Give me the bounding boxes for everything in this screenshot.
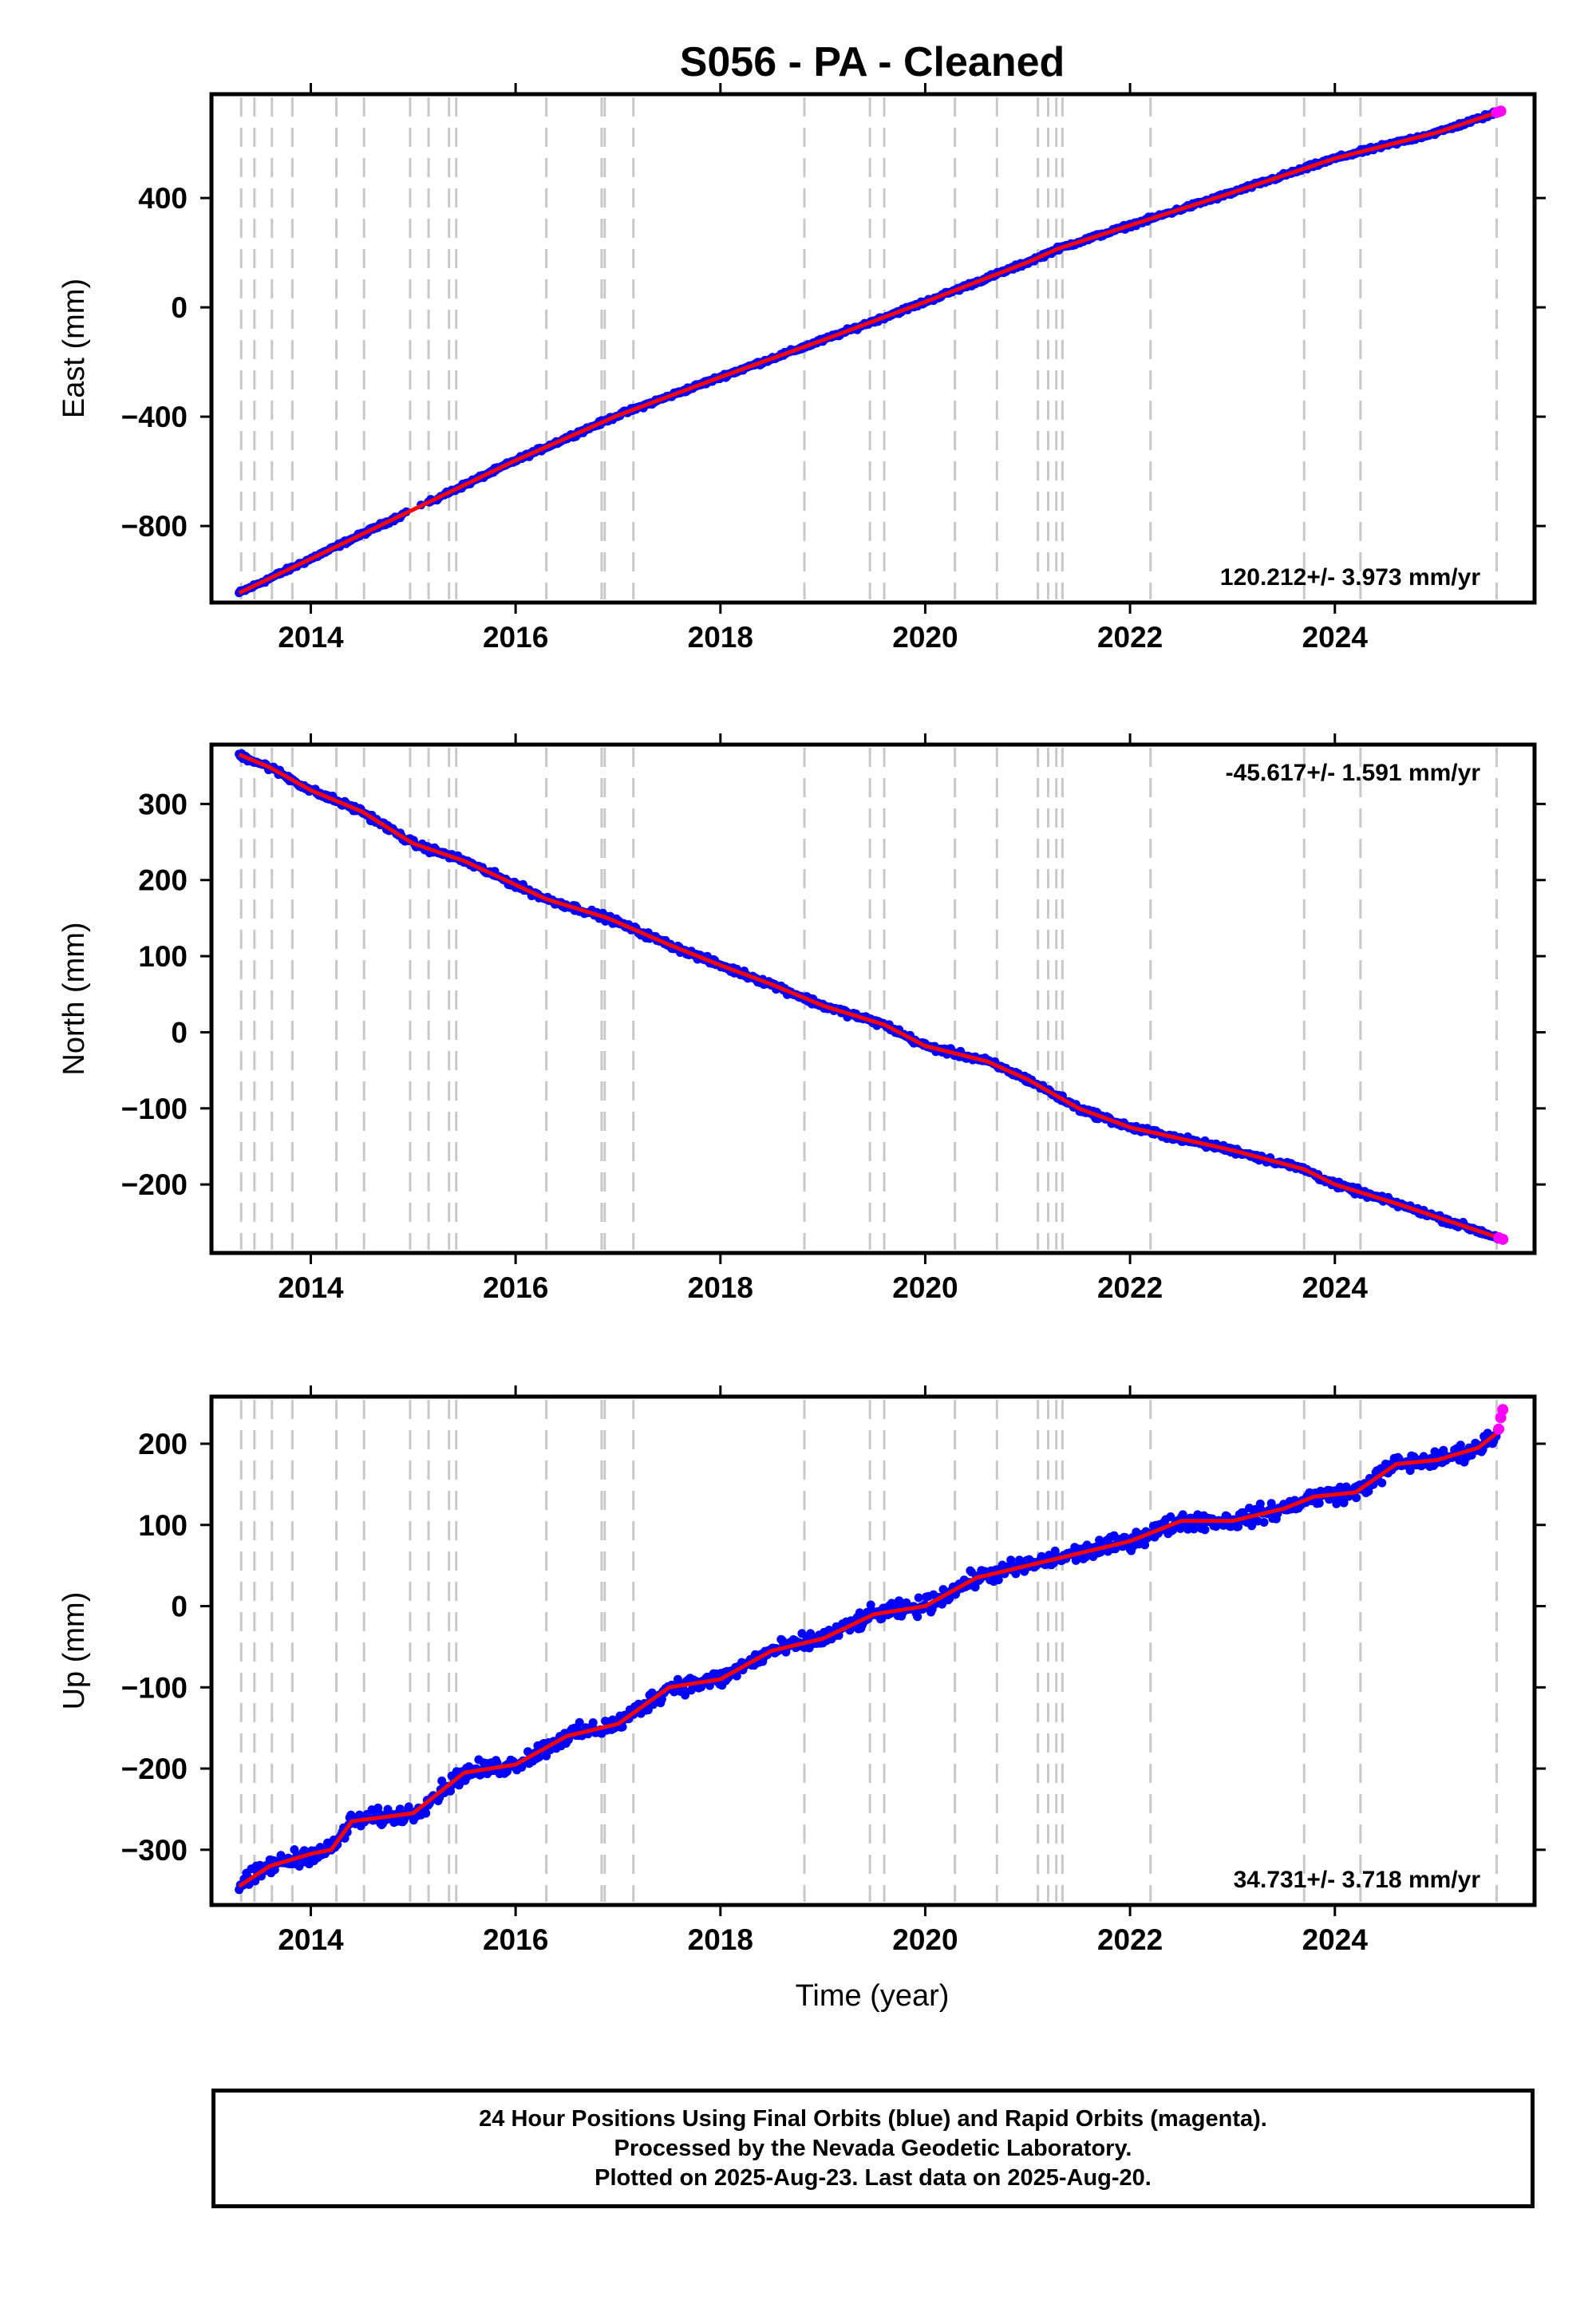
x-tick-label: 2022 <box>1097 621 1163 654</box>
y-tick-label: 100 <box>138 940 188 973</box>
rapid-orbit-point <box>1493 1423 1505 1435</box>
x-tick-label: 2016 <box>483 1271 548 1304</box>
plot-frame <box>209 1394 1537 1907</box>
y-tick-label: 200 <box>138 1428 188 1460</box>
x-tick-label: 2020 <box>892 1271 958 1304</box>
x-tick-label: 2016 <box>483 621 548 654</box>
x-tick-label: 2022 <box>1097 1271 1163 1304</box>
rate-label: 34.731+/- 3.718 mm/yr <box>1234 1867 1481 1893</box>
plot-frame <box>209 92 1537 605</box>
data-point <box>945 1594 954 1603</box>
data-point <box>994 1575 1003 1585</box>
data-point <box>1140 1540 1150 1550</box>
x-tick-label: 2020 <box>892 1923 958 1956</box>
y-tick-label: −200 <box>121 1753 188 1785</box>
y-tick-label: 300 <box>138 788 188 820</box>
footer-line-1: 24 Hour Positions Using Final Orbits (bl… <box>479 2105 1267 2132</box>
data-point <box>270 1865 279 1875</box>
x-tick-label: 2014 <box>278 1271 344 1304</box>
y-tick-label: 400 <box>138 182 188 215</box>
chart-title: S056 - PA - Cleaned <box>680 39 1065 85</box>
north-panel: 2014 2016 2018 2020 2022 2024 −200 −100 0 100 200 3… <box>57 733 1546 1304</box>
rate-label: -45.617+/- 1.591 mm/yr <box>1226 760 1481 786</box>
footer-line-2: Processed by the Nevada Geodetic Laborat… <box>614 2135 1132 2161</box>
y-tick-label: 200 <box>138 864 188 897</box>
y-axis-label: Up (mm) <box>57 1592 91 1710</box>
data-point <box>294 1862 304 1871</box>
data-point <box>1234 1522 1243 1531</box>
y-tick-label: 100 <box>138 1509 188 1542</box>
data-point <box>421 1808 431 1818</box>
y-tick-label: −400 <box>121 401 188 433</box>
data-point <box>395 1804 405 1814</box>
data-point <box>1405 1466 1415 1476</box>
footer-line-3: Plotted on 2025-Aug-23. Last data on 202… <box>595 2164 1152 2191</box>
data-point <box>276 1851 286 1860</box>
y-tick-label: −300 <box>121 1834 188 1867</box>
y-axis-label: East (mm) <box>57 279 91 418</box>
data-point <box>1183 1524 1192 1534</box>
data-point <box>588 1718 598 1727</box>
x-tick-label: 2024 <box>1302 1271 1369 1304</box>
y-tick-label: −100 <box>121 1671 188 1704</box>
y-tick-label: −200 <box>121 1168 188 1201</box>
data-point <box>575 1717 584 1727</box>
data-point <box>1247 1521 1257 1531</box>
y-tick-label: 0 <box>171 1591 188 1623</box>
fit-line <box>238 1429 1500 1888</box>
data-point <box>618 1722 627 1732</box>
x-tick-label: 2018 <box>688 1271 753 1304</box>
data-point <box>1006 1555 1016 1565</box>
rapid-orbit-point <box>1497 1404 1509 1416</box>
east-panel: 2014 2016 2018 2020 2022 2024 −800 −400 0 400 East… <box>57 83 1546 654</box>
final-orbit-points <box>235 107 1501 598</box>
up-panel: 2014 2016 2018 2020 2022 2024 −300 −200 −100 0 100… <box>57 1385 1546 1956</box>
y-tick-label: 0 <box>171 1016 188 1049</box>
x-tick-label: 2022 <box>1097 1923 1163 1956</box>
x-tick-label: 2024 <box>1302 1923 1369 1956</box>
y-axis-label: North (mm) <box>57 922 91 1075</box>
fit-line <box>238 109 1499 595</box>
data-point <box>913 1612 922 1622</box>
data-point <box>970 1583 980 1592</box>
plot-frame <box>209 742 1537 1255</box>
data-point <box>1314 1499 1324 1508</box>
data-point <box>1259 1518 1269 1527</box>
x-tick-label: 2020 <box>892 621 958 654</box>
data-point <box>446 1786 455 1796</box>
x-axis-label: Time (year) <box>796 1979 950 2013</box>
data-point <box>681 1690 690 1700</box>
y-tick-label: −800 <box>121 510 188 543</box>
x-tick-label: 2014 <box>278 621 344 654</box>
data-point <box>1166 1512 1175 1521</box>
data-point <box>1011 1569 1021 1579</box>
data-point <box>1456 1441 1465 1450</box>
rapid-orbit-point <box>1497 1233 1509 1245</box>
data-point <box>1377 1478 1387 1488</box>
data-point <box>1339 1498 1349 1508</box>
rapid-orbit-point <box>1495 105 1507 117</box>
x-tick-label: 2024 <box>1302 621 1369 654</box>
data-point <box>1364 1487 1373 1496</box>
x-tick-label: 2018 <box>688 621 753 654</box>
data-point <box>1200 1525 1210 1535</box>
data-point <box>1352 1493 1361 1503</box>
y-tick-label: 0 <box>171 291 188 324</box>
footer-box: 24 Hour Positions Using Final Orbits (bl… <box>211 2089 1535 2208</box>
y-tick-label: −100 <box>121 1093 188 1125</box>
x-tick-label: 2014 <box>278 1923 344 1956</box>
x-tick-label: 2016 <box>483 1923 548 1956</box>
x-tick-label: 2018 <box>688 1923 753 1956</box>
data-point <box>914 1593 923 1603</box>
fit-line <box>238 753 1499 1240</box>
data-point <box>866 1600 875 1610</box>
rate-label: 120.212+/- 3.973 mm/yr <box>1220 564 1480 591</box>
